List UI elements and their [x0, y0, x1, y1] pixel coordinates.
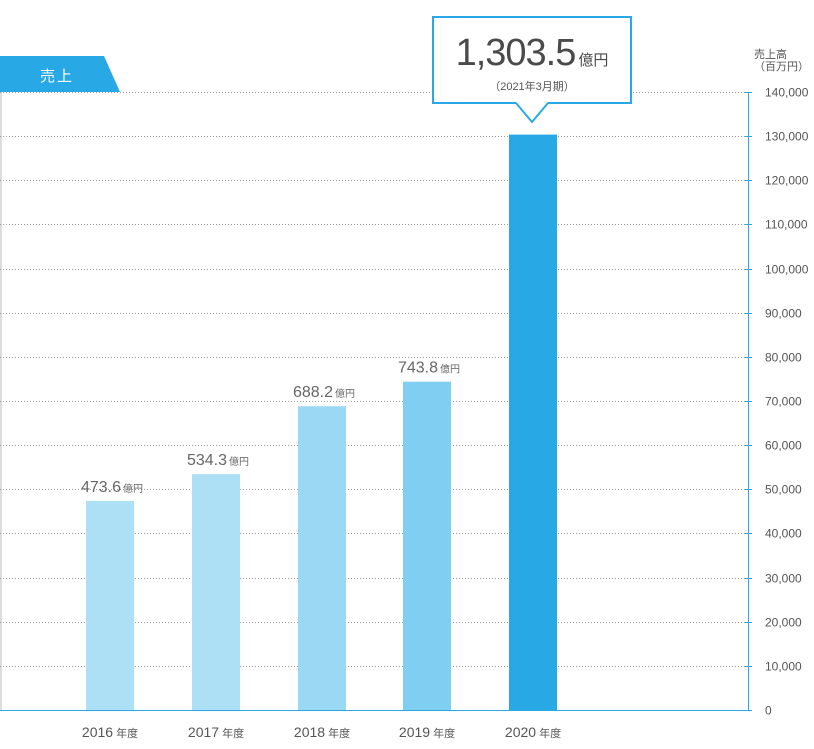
y-tick-label: 10,000: [765, 660, 802, 674]
y-tick-label: 50,000: [765, 483, 802, 497]
y-tick-label: 120,000: [765, 174, 809, 188]
bar-2019: [403, 381, 451, 710]
x-tick-label: 2018 年度: [294, 724, 350, 740]
bar-2016: [86, 500, 134, 710]
y-tick-label: 40,000: [765, 527, 802, 541]
highlight-main: 1,303.5 億円: [434, 32, 630, 75]
gridlines: [0, 92, 748, 710]
highlight-period: （2021年3月期）: [489, 81, 575, 93]
y-tick-label: 20,000: [765, 616, 802, 630]
y-axis: 0 10,000 20,000 30,000 40,000 50,000 60,000 70,…: [745, 86, 809, 718]
data-label: 473.6 億円: [81, 479, 143, 496]
bar-2017: [192, 474, 240, 710]
highlight-unit: 億円: [578, 52, 609, 69]
x-tick-label: 2020 年度: [505, 724, 561, 740]
data-label: 688.2 億円: [293, 384, 355, 401]
data-labels: 473.6 億円 534.3 億円 688.2 億円 743.8 億円: [81, 360, 460, 496]
bar-2020: [509, 134, 557, 711]
y-tick-label: 30,000: [765, 572, 802, 586]
section-tab-shape: [0, 56, 120, 92]
x-tick-label: 2019 年度: [399, 724, 455, 740]
axis-unit-line2: （百万円）: [754, 61, 809, 73]
section-tab: [0, 56, 120, 92]
x-tick-label: 2016 年度: [82, 724, 138, 740]
y-tick-label: 110,000: [765, 218, 808, 232]
axis-unit-label: 売上高 （百万円）: [754, 49, 809, 73]
section-tab-label: 売上: [40, 68, 75, 85]
y-tick-label: 90,000: [765, 307, 802, 321]
callout-pointer: [516, 102, 548, 124]
x-tick-label: 2017 年度: [188, 724, 244, 740]
highlight-callout: 1,303.5 億円 （2021年3月期）: [432, 16, 632, 104]
y-tick-label: 60,000: [765, 439, 802, 453]
y-tick-label: 140,000: [765, 86, 809, 100]
bars: [86, 134, 557, 711]
y-tick-label: 0: [765, 704, 772, 718]
x-axis: 2016 年度 2017 年度 2018 年度 2019 年度 2020 年度: [0, 710, 748, 740]
data-label: 534.3 億円: [187, 452, 249, 469]
y-tick-label: 130,000: [765, 130, 809, 144]
y-tick-label: 70,000: [765, 395, 802, 409]
bar-2018: [298, 406, 346, 710]
data-label: 743.8 億円: [398, 360, 460, 377]
y-tick-label: 100,000: [765, 263, 809, 277]
axis-unit-line1: 売上高: [754, 49, 787, 61]
y-tick-label: 80,000: [765, 351, 802, 365]
highlight-value: 1,303.5: [455, 32, 577, 74]
